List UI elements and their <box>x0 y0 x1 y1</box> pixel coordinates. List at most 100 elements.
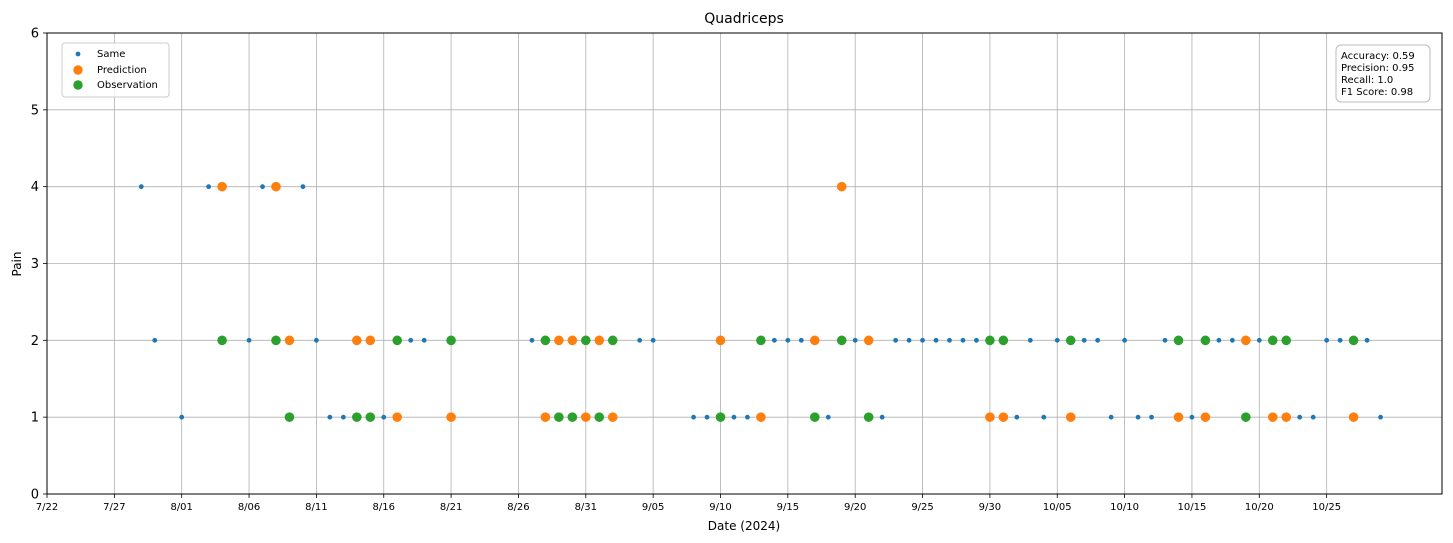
point-same <box>1256 337 1262 343</box>
y-tick-label: 3 <box>31 257 39 272</box>
point-same <box>1378 414 1383 420</box>
point-same <box>825 414 831 420</box>
point-prediction <box>1065 412 1076 422</box>
point-same <box>974 337 979 343</box>
point-prediction <box>756 412 766 422</box>
point-observation <box>756 335 766 346</box>
x-tick-label: 10/20 <box>1245 502 1274 513</box>
point-observation <box>446 335 456 346</box>
x-tick-label: 9/30 <box>979 502 1001 513</box>
point-same <box>1149 414 1154 420</box>
x-tick-label: 10/25 <box>1312 502 1341 513</box>
legend-label-observation: Observation <box>97 80 158 91</box>
point-observation <box>1348 335 1359 346</box>
legend-label-prediction: Prediction <box>97 65 147 76</box>
point-observation <box>567 412 578 422</box>
point-prediction <box>581 412 591 422</box>
metrics-frame <box>1335 44 1431 103</box>
point-same <box>1310 414 1316 420</box>
legend-label-same: Same <box>97 49 125 60</box>
x-tick-label: 10/15 <box>1178 502 1207 513</box>
point-same <box>852 337 858 343</box>
point-observation <box>581 335 591 346</box>
point-observation <box>284 412 295 422</box>
point-same <box>1216 337 1222 343</box>
x-tick-label: 8/21 <box>440 502 462 513</box>
point-observation <box>352 412 362 422</box>
point-same <box>1027 337 1033 343</box>
metric-accuracy: Accuracy: 0.59 <box>1341 51 1415 62</box>
point-same <box>947 337 952 343</box>
x-tick-label: 9/25 <box>911 502 933 513</box>
point-same <box>704 414 710 420</box>
point-observation <box>1281 335 1292 346</box>
point-prediction <box>1348 412 1359 422</box>
x-tick-label: 8/06 <box>238 502 260 513</box>
point-same <box>1337 337 1343 343</box>
x-tick-label: 8/11 <box>305 502 327 513</box>
point-prediction <box>217 181 227 192</box>
point-prediction <box>607 412 618 422</box>
x-tick-label: 7/27 <box>103 502 125 513</box>
point-prediction <box>392 412 403 422</box>
point-same <box>1135 414 1141 420</box>
x-tick-label: 9/20 <box>844 502 866 513</box>
point-same <box>408 337 414 343</box>
y-tick-label: 2 <box>31 334 39 349</box>
point-prediction <box>284 335 295 346</box>
point-same <box>1162 337 1168 343</box>
point-prediction <box>540 412 551 422</box>
point-same <box>179 414 185 420</box>
point-same <box>206 184 212 190</box>
point-observation <box>1173 335 1184 346</box>
y-tick-label: 4 <box>31 180 39 195</box>
point-same <box>1095 337 1101 343</box>
y-axis-label: Pain <box>10 252 24 277</box>
x-axis-ticks: 7/22 7/27 8/01 8/06 8/11 8/16 8/21 8/26 8/31 9/05… <box>36 494 1341 513</box>
legend: Same Prediction Observation <box>61 42 170 98</box>
point-same <box>1054 337 1060 343</box>
metric-recall: Recall: 1.0 <box>1341 75 1393 86</box>
point-same <box>260 184 265 190</box>
point-prediction <box>863 335 874 346</box>
point-prediction <box>715 335 726 346</box>
y-tick-label: 1 <box>31 411 39 426</box>
point-same <box>340 414 346 420</box>
point-prediction <box>998 412 1009 422</box>
point-observation <box>715 412 726 422</box>
point-prediction <box>809 335 820 346</box>
point-same <box>1324 337 1330 343</box>
point-observation <box>836 335 847 346</box>
point-prediction <box>554 335 564 346</box>
point-observation <box>809 412 820 422</box>
point-same <box>960 337 966 343</box>
y-tick-label: 5 <box>31 103 39 118</box>
legend-frame <box>61 42 170 98</box>
metrics-box: Accuracy: 0.59 Precision: 0.95 Recall: 1… <box>1335 44 1431 103</box>
point-prediction <box>836 181 847 192</box>
point-same <box>1229 337 1235 343</box>
point-prediction <box>271 181 281 192</box>
point-same <box>300 184 306 190</box>
point-prediction <box>567 335 578 346</box>
point-prediction <box>1200 412 1211 422</box>
point-observation <box>1200 335 1211 346</box>
point-same <box>920 337 925 343</box>
point-same <box>246 337 252 343</box>
point-observation <box>985 335 995 346</box>
legend-marker-observation <box>73 80 83 90</box>
point-prediction <box>1281 412 1292 422</box>
grid-lines <box>46 32 1442 495</box>
point-same <box>1041 414 1047 420</box>
x-tick-label: 8/16 <box>373 502 395 513</box>
x-tick-label: 9/15 <box>777 502 799 513</box>
point-same <box>785 337 791 343</box>
x-tick-label: 10/05 <box>1043 502 1072 513</box>
x-tick-label: 8/31 <box>575 502 597 513</box>
point-prediction <box>594 335 605 346</box>
point-same <box>691 414 696 420</box>
x-tick-label: 9/05 <box>642 502 664 513</box>
point-same <box>745 414 750 420</box>
point-prediction <box>985 412 995 422</box>
point-same <box>138 184 144 190</box>
